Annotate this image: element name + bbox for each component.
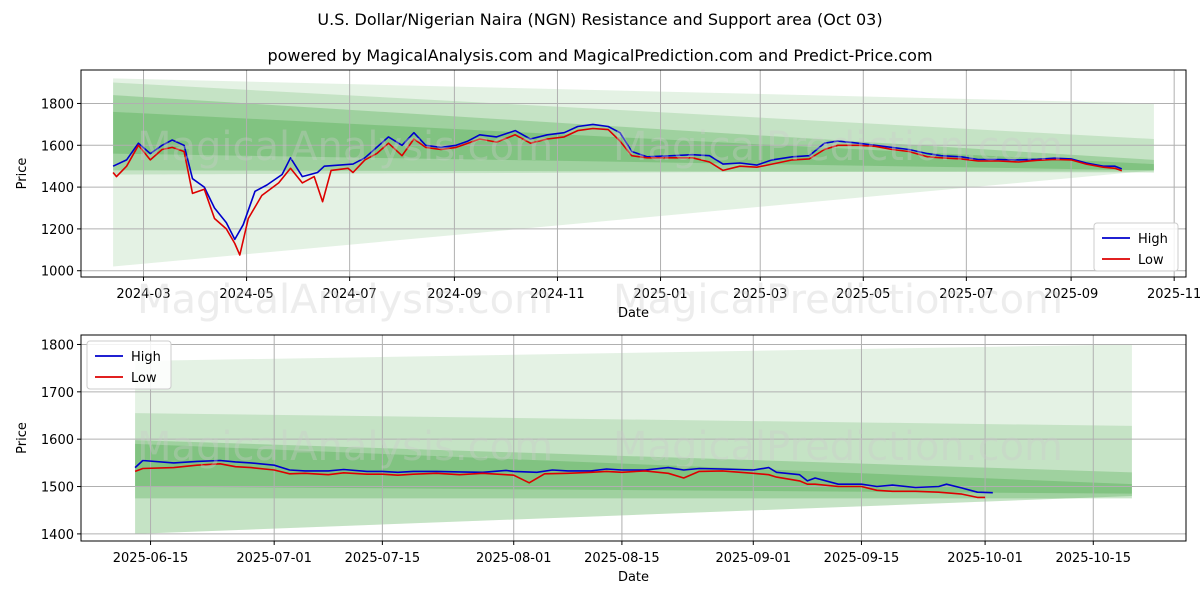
x-tick-label: 2025-09-01 xyxy=(715,551,791,566)
y-axis-label: Price xyxy=(15,422,30,454)
x-tick-label: 2025-09-15 xyxy=(824,551,900,566)
x-tick-label: 2025-07-15 xyxy=(345,551,421,566)
grid-group: 2025-06-15 2025-07-01 2025-07-15 2025-08-01… xyxy=(41,335,1186,566)
x-tick-label: 2025-05 xyxy=(836,287,890,302)
watermark-group: MagicalAnalysis.com MagicalPrediction.com xyxy=(137,424,1063,470)
y-tick-label: 1600 xyxy=(41,433,74,448)
legend-label-high: High xyxy=(1138,232,1168,247)
legend-box xyxy=(86,340,172,390)
x-tick-label: 2024-11 xyxy=(530,287,584,302)
x-tick-label: 2024-03 xyxy=(116,287,170,302)
grid-group: 2024-03 2024-05 2024-07 2024-09 2024-11 2025-… xyxy=(41,70,1200,302)
x-tick-label: 2025-06-15 xyxy=(113,551,189,566)
x-tick-label: 2025-03 xyxy=(733,287,787,302)
support-resistance-band xyxy=(113,95,1154,173)
x-tick-label: 2025-07-01 xyxy=(236,551,312,566)
x-tick-label: 2024-09 xyxy=(427,287,481,302)
x-tick-label: 2025-09 xyxy=(1044,287,1098,302)
x-tick-label: 2025-08-15 xyxy=(584,551,660,566)
series-group xyxy=(112,123,1123,256)
x-tick-label: 2025-11 xyxy=(1147,287,1200,302)
chart-subtitle: powered by MagicalAnalysis.com and Magic… xyxy=(267,46,933,65)
zoomed-panel: 2025-06-15 2025-07-01 2025-07-15 2025-08-01… xyxy=(15,334,1187,585)
x-tick-label: 2025-01 xyxy=(633,287,687,302)
legend-label-high: High xyxy=(131,350,161,365)
y-tick-label: 1400 xyxy=(41,528,74,543)
watermark-text: MagicalAnalysis.com xyxy=(137,124,553,170)
legend-box xyxy=(1093,222,1179,272)
watermark-text: MagicalPrediction.com xyxy=(613,124,1063,170)
support-resistance-band xyxy=(113,78,1154,267)
support-resistance-band xyxy=(113,82,1154,175)
series-line-low xyxy=(112,127,1123,256)
x-axis-label: Date xyxy=(618,306,649,321)
y-tick-label: 1600 xyxy=(41,139,74,154)
watermark-text: MagicalAnalysis.com xyxy=(137,424,553,470)
y-tick-label: 1000 xyxy=(41,265,74,280)
legend-label-low: Low xyxy=(131,371,157,386)
chart-title: U.S. Dollar/Nigerian Naira (NGN) Resista… xyxy=(317,10,883,29)
y-tick-label: 1400 xyxy=(41,181,74,196)
y-axis-label: Price xyxy=(15,158,30,190)
watermark-text: MagicalPrediction.com xyxy=(613,424,1063,470)
plot-frame xyxy=(80,334,1187,542)
legend: High Low xyxy=(1093,222,1179,272)
watermark-text: MagicalAnalysis.com xyxy=(137,277,553,323)
x-tick-label: 2025-10-01 xyxy=(947,551,1023,566)
y-tick-label: 1800 xyxy=(41,338,74,353)
x-tick-label: 2024-07 xyxy=(322,287,376,302)
legend: High Low xyxy=(86,340,172,390)
watermark-group: MagicalAnalysis.com MagicalPrediction.com… xyxy=(137,124,1063,323)
support-resistance-band xyxy=(135,413,1132,534)
y-tick-label: 1700 xyxy=(41,386,74,401)
series-line-high xyxy=(112,123,1123,241)
series-line-low xyxy=(134,463,986,499)
support-resistance-band xyxy=(135,443,1132,494)
x-axis-label: Date xyxy=(618,570,649,585)
series-group xyxy=(134,459,993,499)
y-tick-label: 1500 xyxy=(41,481,74,496)
y-tick-label: 1200 xyxy=(41,223,74,238)
legend-label-low: Low xyxy=(1138,253,1164,268)
band-group xyxy=(113,78,1154,267)
x-tick-label: 2025-08-01 xyxy=(476,551,552,566)
x-tick-label: 2025-07 xyxy=(939,287,993,302)
plot-frame xyxy=(80,69,1187,278)
x-tick-label: 2025-10-15 xyxy=(1055,551,1131,566)
x-tick-label: 2024-05 xyxy=(219,287,273,302)
y-tick-label: 1800 xyxy=(41,97,74,112)
full-range-panel: 2024-03 2024-05 2024-07 2024-09 2024-11 2025-… xyxy=(15,69,1200,323)
watermark-text: MagicalPrediction.com xyxy=(613,277,1063,323)
series-line-high xyxy=(134,459,993,494)
